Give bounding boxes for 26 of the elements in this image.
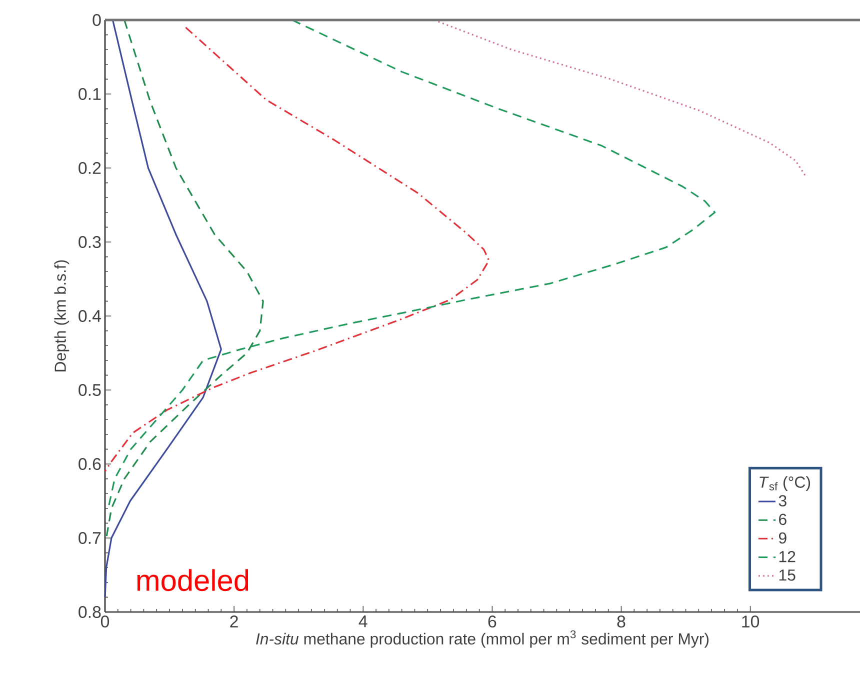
line-series [105,19,264,539]
y-tick-label: 0 [92,14,101,26]
x-tick-label: 4 [358,616,368,628]
x-tick-label: 8 [617,616,626,628]
y-tick-label: 0.4 [78,310,101,322]
y-tick-label: 0.6 [78,458,101,470]
legend-label: 12 [779,550,796,562]
y-tick-label: 0.2 [78,162,101,174]
legend-label: 6 [779,514,786,526]
line-series [104,26,490,472]
y-tick-label: 0.3 [78,236,101,248]
legend-label: 15 [779,570,796,581]
x-axis-title: In-situ methane production rate (mmol per m$^{3}$ sediment per Myr) [256,630,709,648]
y-tick-label: 0.1 [78,88,101,100]
y-tick-label: 0.8 [78,606,101,618]
y-tick-label: 0.7 [78,532,101,544]
legend-title: T$_{sf}$ (°C) [760,476,810,491]
x-tick-label: 10 [742,616,760,628]
x-tick-label: 0 [100,616,110,628]
y-axis-title: Depth (km b.s.f) [54,260,70,372]
annotation: modeled [137,569,248,592]
legend-label: 9 [778,532,786,544]
x-tick-label: 2 [230,616,238,628]
legend-label: 3 [778,495,786,506]
y-tick-label: 0.5 [78,384,101,396]
x-tick-label: 6 [488,616,496,628]
